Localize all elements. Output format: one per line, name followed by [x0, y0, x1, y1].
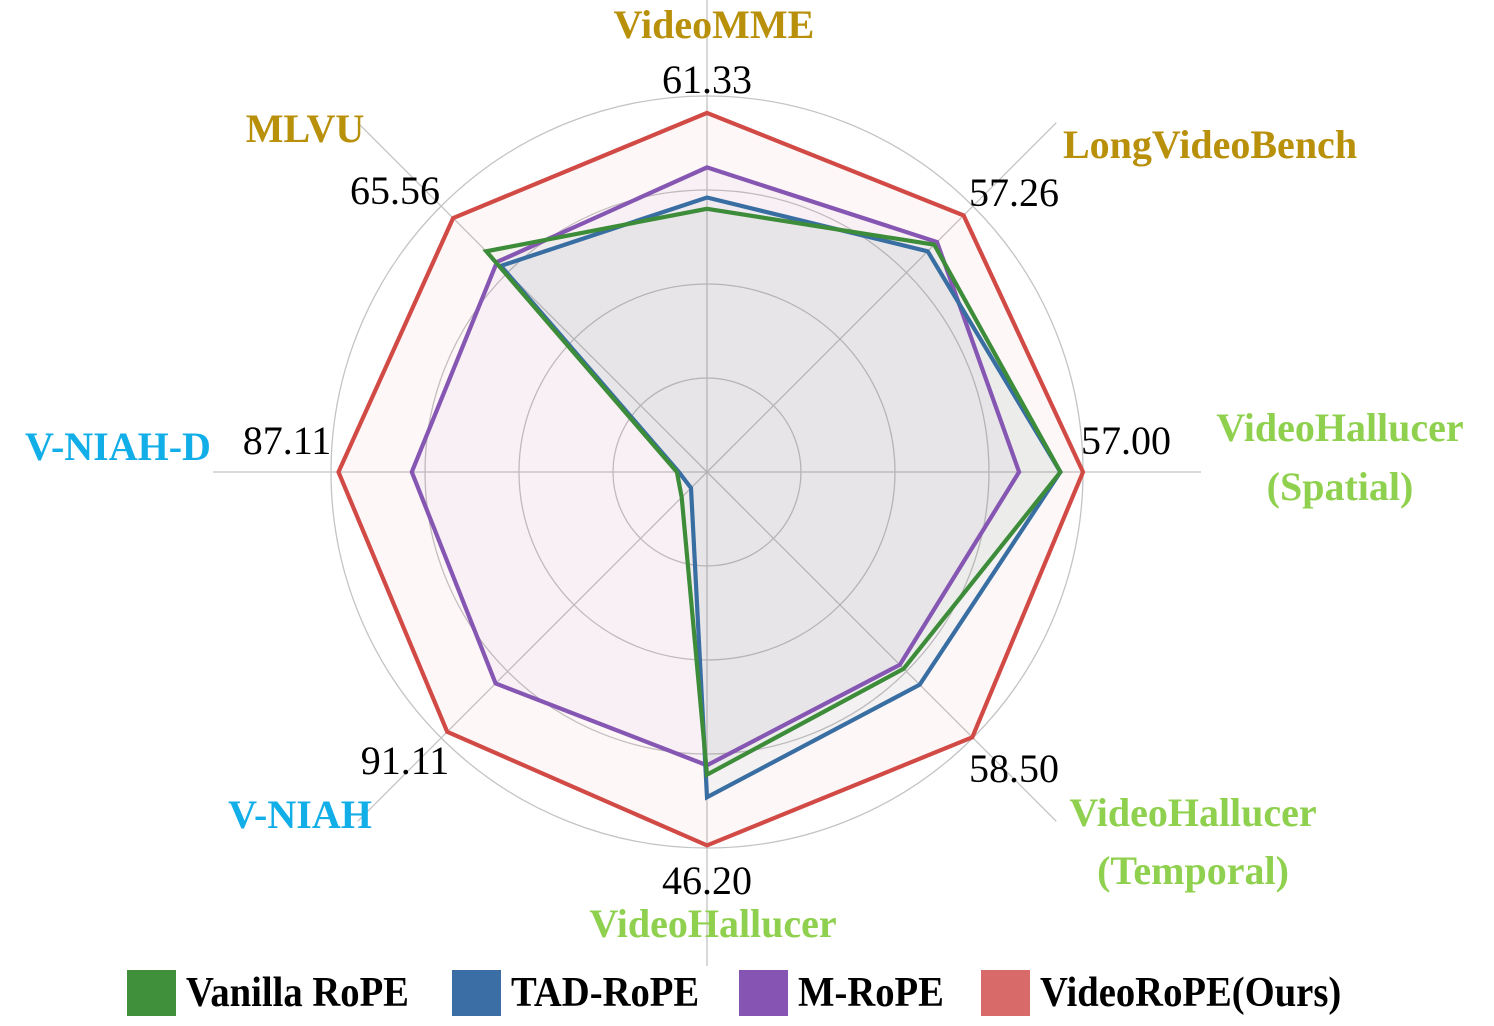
legend-item: VideoRoPE(Ours) [981, 969, 1367, 1017]
legend-label: VideoRoPE(Ours) [1040, 970, 1342, 1016]
grid-spoke [357, 471, 708, 822]
axis-label: (Temporal) [1097, 848, 1289, 893]
axis-label: V-NIAH-D [25, 424, 211, 469]
grid-spoke [706, 122, 1057, 473]
axis-label: VideoHallucer [589, 901, 836, 946]
axis-label: MLVU [246, 106, 365, 151]
axis-max-value: 87.11 [243, 418, 332, 463]
axis-label: LongVideoBench [1063, 122, 1357, 167]
radar-series [336, 110, 1086, 848]
grid-spoke [706, 471, 1057, 822]
axis-max-value: 91.11 [361, 738, 450, 783]
legend-item: TAD-RoPE [451, 969, 716, 1017]
legend-swatch [126, 970, 176, 1016]
axis-label: VideoHallucer [1216, 405, 1463, 450]
legend-item: Vanilla RoPE [126, 969, 428, 1017]
axis-max-value: 57.00 [1081, 418, 1171, 463]
axis-max-value: 58.50 [969, 746, 1059, 791]
legend-label: Vanilla RoPE [185, 970, 409, 1016]
axis-max-value: 65.56 [350, 168, 440, 213]
series-line-vanilla-rope [482, 206, 1063, 779]
axis-label: VideoMME [614, 2, 815, 47]
legend-item: M-RoPE [739, 969, 957, 1017]
series-line-videorope-ours- [336, 110, 1086, 848]
legend: Vanilla RoPE TAD-RoPE M-RoPE VideoRoPE(Ours… [0, 960, 1494, 1026]
axis-max-value: 46.20 [662, 858, 752, 903]
legend-swatch [451, 970, 501, 1016]
legend-swatch [981, 970, 1031, 1016]
series-fill [411, 167, 1020, 766]
grid-spoke [357, 122, 708, 473]
axis-max-value: 57.26 [969, 170, 1059, 215]
legend-label: TAD-RoPE [510, 970, 700, 1016]
axis-max-value: 61.33 [662, 57, 752, 102]
axis-label: (Spatial) [1267, 464, 1414, 509]
axis-label: VideoHallucer [1069, 790, 1316, 835]
axis-label: V-NIAH [228, 792, 372, 837]
legend-swatch [739, 970, 789, 1016]
legend-label: M-RoPE [798, 970, 945, 1016]
